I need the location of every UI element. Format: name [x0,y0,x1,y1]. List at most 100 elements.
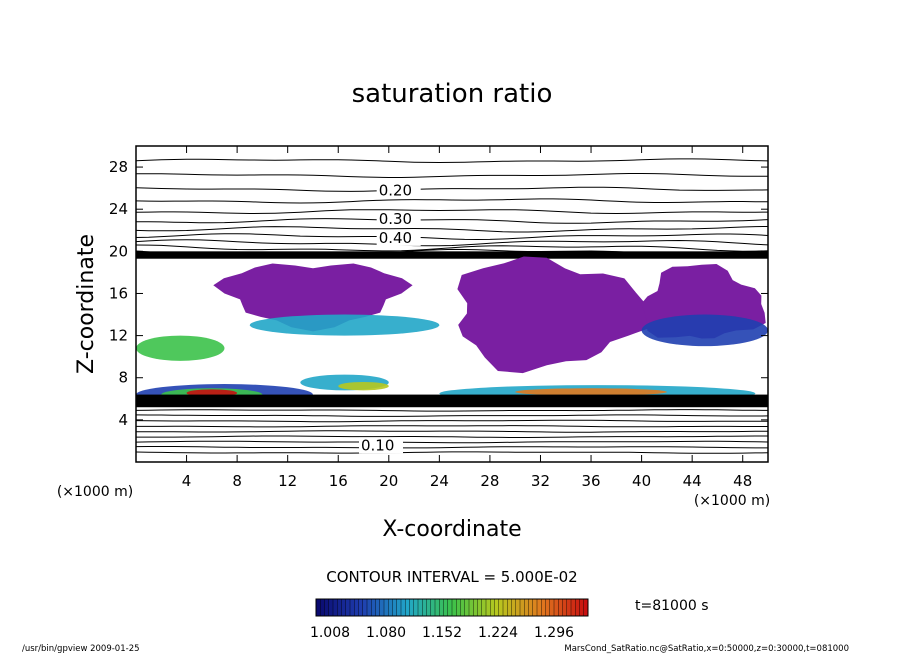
colorbar-swatch [524,599,529,616]
contour-interval-label: CONTOUR INTERVAL = 5.000E-02 [326,568,577,586]
colorbar-swatch [520,599,525,616]
x-tick-label: 48 [733,472,752,490]
y-axis-unit: (×1000 m) [57,484,133,500]
colorbar-swatch [498,599,504,616]
lower-contour-line [136,430,769,433]
upper-contour-line [135,186,769,192]
upper-contour-line [135,244,769,252]
colorbar-swatch [350,599,355,616]
colorbar-swatch [464,599,470,616]
colorbar-swatch [452,599,457,616]
upper-contour-line [135,226,769,233]
chart-title: saturation ratio [352,79,553,109]
x-tick-label: 36 [581,472,600,490]
colorbar-swatch [494,599,500,616]
colorbar-swatch [345,599,351,616]
y-axis: 4 8 12 16 20 24 28 [109,158,768,429]
colorbar-swatch [409,599,415,616]
colorbar-swatch [562,599,568,616]
x-axis-title: X-coordinate [382,517,521,542]
supersaturated-region [213,263,413,332]
colorbar-swatch [358,599,364,616]
colorbar-swatch [379,599,385,616]
colorbar-swatch [388,599,393,616]
x-tick-label: 44 [683,472,702,490]
colorbar-swatch [486,599,491,616]
colorbar-swatch [503,599,508,616]
y-tick-label: 16 [109,284,128,302]
contour-labels: 0.20 0.300.40 0.10 [358,182,421,454]
colorbar-swatch [375,599,381,616]
lower-contour-line [135,451,769,454]
supersaturated-region [457,256,657,374]
colorbar-swatch [384,599,389,616]
x-tick-label: 32 [531,472,550,490]
upper-contour-lines [135,158,769,259]
lower-contour-line [136,425,768,428]
upper-contour-line [135,209,769,215]
x-axis: 4 8 12 16 20 24 28 32 36 40 44 48 [182,146,752,490]
colorbar-swatch [566,599,572,616]
colorbar-swatch [362,599,368,616]
x-tick-label: 8 [232,472,242,490]
colorbar-swatch [413,599,419,616]
colorbar-swatch [477,599,483,616]
time-label: t=81000 s [635,598,709,614]
upper-boundary-band [136,251,768,259]
colored-band [641,314,768,347]
colorbar-swatch [371,599,376,616]
colorbar-swatch [447,599,453,616]
footer-right: MarsCond_SatRatio.nc@SatRatio,x=0:50000,… [564,644,849,654]
x-tick-label: 20 [379,472,398,490]
colorbar-swatch [396,599,402,616]
x-tick-label: 12 [278,472,297,490]
colorbar-label: 1.152 [422,625,462,641]
colorbar-swatch [537,599,542,616]
contour-label-bg [376,229,421,246]
y-tick-label: 24 [109,200,128,218]
lower-contour-line [135,419,768,423]
colorbar [315,598,589,617]
colorbar-swatch [515,599,521,616]
colorbar-swatch [549,599,555,616]
x-tick-label: 16 [329,472,348,490]
colorbar-swatch [490,599,495,616]
colorbar-swatch [469,599,474,616]
lower-contour-lines [135,394,769,454]
colorbar-swatch [341,599,347,616]
x-tick-label: 4 [182,472,192,490]
colorbar-swatch [532,599,538,616]
contour-label: 0.40 [379,229,412,247]
colorbar-swatch [316,599,321,616]
lower-contour-line [135,446,768,449]
contour-label: 0.20 [379,182,412,200]
colorbar-swatch [443,599,449,616]
colorbar-swatch [507,599,512,616]
colored-band [249,314,440,336]
colorbar-swatch [422,599,427,616]
colorbar-labels: 1.008 1.080 1.152 1.224 1.296 [310,625,574,641]
colorbar-swatch [583,599,589,616]
colorbar-swatch [401,599,406,616]
colorbar-label: 1.224 [478,625,518,641]
colorbar-swatch [333,599,338,616]
colorbar-label: 1.080 [366,625,406,641]
y-tick-label: 20 [109,242,128,260]
colorbar-swatch [541,599,546,616]
colorbar-swatch [456,599,461,616]
colorbar-swatch [528,599,534,616]
colorbar-label: 1.008 [310,625,350,641]
colorbar-label: 1.296 [534,625,574,641]
colorbar-swatch [324,599,330,616]
x-tick-label: 24 [430,472,449,490]
colorbar-swatch [460,599,466,616]
colorbar-swatch [367,599,372,616]
y-tick-label: 8 [118,369,128,387]
contour-label: 0.30 [379,210,412,228]
colorbar-swatch [481,599,487,616]
lower-contour-line [136,435,768,438]
colorbar-swatch [337,599,342,616]
lower-contour-line [135,414,769,417]
plot-frame [135,145,769,463]
